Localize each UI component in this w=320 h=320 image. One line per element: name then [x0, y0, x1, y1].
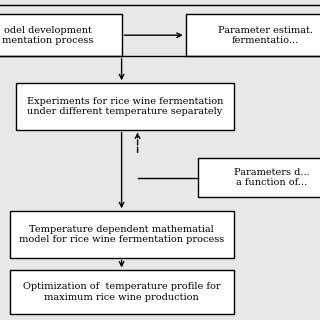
Text: Experiments for rice wine fermentation
under different temperature separately: Experiments for rice wine fermentation u…	[27, 97, 223, 116]
Text: Parameter estimat.
fermentatio...: Parameter estimat. fermentatio...	[218, 26, 313, 45]
Text: odel development
mentation process: odel development mentation process	[2, 26, 94, 45]
FancyBboxPatch shape	[10, 270, 234, 314]
FancyBboxPatch shape	[186, 14, 320, 56]
FancyBboxPatch shape	[16, 83, 234, 130]
Text: Optimization of  temperature profile for
maximum rice wine production: Optimization of temperature profile for …	[23, 282, 220, 302]
Text: Temperature dependent mathematial
model for rice wine fermentation process: Temperature dependent mathematial model …	[19, 225, 224, 244]
Text: Parameters d...
a function of...: Parameters d... a function of...	[234, 168, 310, 187]
FancyBboxPatch shape	[0, 14, 122, 56]
FancyBboxPatch shape	[10, 211, 234, 258]
FancyBboxPatch shape	[198, 158, 320, 197]
